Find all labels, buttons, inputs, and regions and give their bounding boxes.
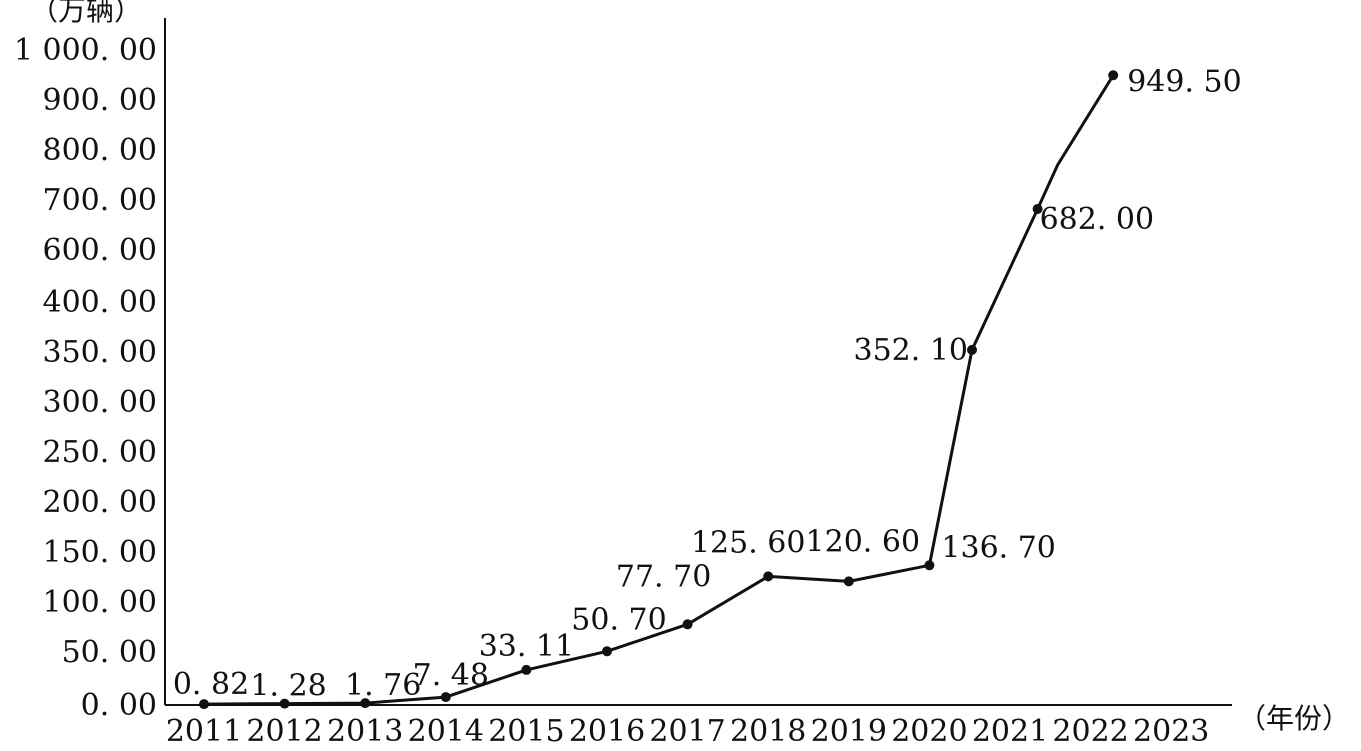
data-label: 949. 50	[1127, 64, 1242, 99]
y-tick-label: 150. 00	[42, 535, 157, 570]
data-label: 1. 28	[250, 669, 326, 704]
x-tick-label: 2021	[972, 714, 1048, 749]
data-label: 50. 70	[571, 602, 666, 637]
x-tick-label: 2015	[488, 714, 564, 749]
data-label: 1. 76	[345, 668, 421, 703]
y-tick-label: 200. 00	[42, 485, 157, 520]
data-point	[602, 646, 612, 657]
data-point	[279, 698, 290, 709]
data-point	[682, 619, 693, 630]
x-tick-label: 2019	[811, 714, 887, 749]
x-tick-label: 2023	[1133, 714, 1209, 749]
data-label: 125. 60	[691, 525, 806, 560]
series-line	[203, 74, 1115, 706]
data-point	[1032, 204, 1043, 214]
y-tick-label: 350. 00	[42, 335, 157, 370]
y-tick-label: 1 000. 00	[14, 33, 157, 68]
x-tick-label: 2020	[891, 714, 967, 749]
axes	[164, 18, 1232, 706]
y-axis-unit-label: （万辆）	[30, 0, 142, 27]
y-axis-ticks: 0. 00 50. 00 100. 00 150. 00 200. 00 250. 00 3…	[14, 33, 157, 723]
x-tick-label: 2012	[246, 714, 322, 749]
x-tick-label: 2022	[1052, 714, 1128, 749]
data-point	[763, 571, 774, 582]
y-tick-label: 600. 00	[42, 233, 157, 268]
y-tick-label: 900. 00	[42, 83, 157, 118]
series	[199, 70, 1119, 710]
x-tick-label: 2014	[408, 714, 484, 749]
data-point	[924, 560, 935, 571]
x-tick-label: 2016	[569, 714, 645, 749]
data-label: 7. 48	[413, 658, 489, 693]
data-point	[440, 692, 451, 703]
data-point	[967, 344, 977, 355]
data-label: 120. 60	[806, 524, 921, 559]
data-point	[843, 576, 854, 587]
data-point	[199, 699, 209, 710]
y-tick-label: 300. 00	[42, 385, 157, 420]
data-label: 0. 82	[173, 667, 249, 702]
x-tick-label: 2011	[166, 714, 242, 749]
data-point	[521, 664, 532, 675]
y-tick-label: 50. 00	[62, 635, 157, 670]
x-tick-label: 2018	[730, 714, 806, 749]
data-label: 352. 10	[853, 333, 968, 368]
data-label: 77. 70	[616, 559, 711, 594]
data-label: 682. 00	[1040, 202, 1155, 237]
data-point	[1108, 70, 1119, 81]
y-tick-label: 800. 00	[42, 133, 157, 168]
x-tick-label: 2013	[327, 714, 403, 749]
data-label: 33. 11	[479, 629, 574, 664]
y-tick-label: 0. 00	[81, 688, 157, 723]
data-label: 136. 70	[941, 530, 1056, 565]
data-point	[360, 698, 371, 709]
y-tick-label: 700. 00	[42, 183, 157, 218]
x-tick-label: 2017	[649, 714, 725, 749]
x-axis-ticks: 2011 2012 2013 2014 2015 2016 2017 2018 2019 2020…	[166, 714, 1210, 749]
y-tick-label: 100. 00	[42, 585, 157, 620]
y-tick-label: 400. 00	[42, 285, 157, 320]
x-axis-unit-label: （年份）	[1238, 702, 1350, 735]
y-tick-label: 250. 00	[42, 435, 157, 470]
